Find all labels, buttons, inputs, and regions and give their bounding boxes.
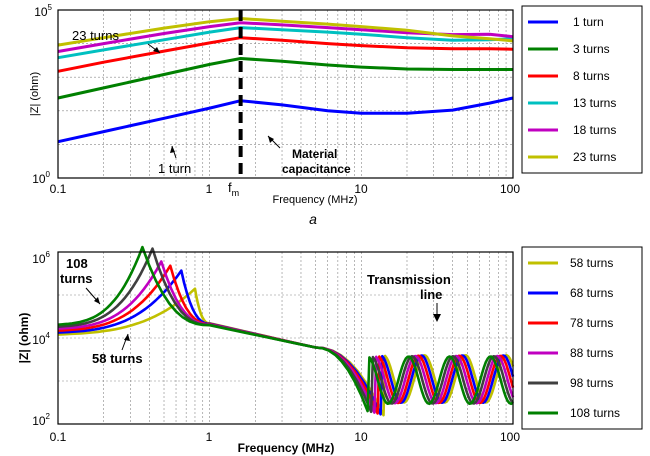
legend-label: 3 turns: [573, 42, 610, 56]
bottom-y-axis-label: |Z| (ohm): [17, 313, 31, 364]
series-line-18-turns: [57, 21, 514, 53]
arrowhead-58: [124, 334, 130, 341]
top-y-axis-label: |Z| (ohm): [29, 72, 41, 116]
legend-label: 98 turns: [570, 376, 613, 390]
top-x-tick-3: 100: [500, 182, 520, 196]
legend-label: 23 turns: [573, 150, 616, 164]
annotation-material: Material: [292, 147, 337, 161]
bottom-y-tick-max: 106: [32, 250, 50, 266]
top-legend: 1 turn 3 turns 8 turns 13 turns 18 turns 23 t…: [528, 15, 616, 164]
legend-label: 1 turn: [573, 15, 604, 29]
top-series: [57, 17, 514, 144]
bottom-chart: 106 104 102 0.1 1 10 100 Frequency (MHz)…: [17, 245, 643, 455]
bottom-x-tick-0: 0.1: [50, 430, 67, 444]
bottom-x-tick-1: 1: [206, 430, 213, 444]
bottom-legend-box: [521, 246, 643, 430]
series-line-98-turns: [57, 247, 515, 414]
fm-label: fm: [228, 180, 239, 198]
arrowhead-1-turn: [170, 146, 175, 153]
annotation-transmission: Transmission: [367, 272, 451, 287]
legend-label: 58 turns: [570, 256, 613, 270]
annotation-108: 108: [66, 256, 88, 271]
arrowhead-material: [268, 136, 274, 143]
annotation-1-turn: 1 turn: [158, 161, 191, 176]
arrowhead-23-turns: [153, 47, 160, 53]
bottom-plot-frame: [57, 251, 514, 425]
annotation-23-turns: 23 turns: [72, 28, 119, 43]
top-caption: a: [309, 211, 317, 227]
bottom-y-tick-min: 102: [32, 412, 50, 428]
top-y-tick-min: 100: [32, 170, 50, 186]
top-x-tick-0: 0.1: [50, 182, 67, 196]
bottom-y-tick-mid: 104: [32, 331, 50, 347]
arrowhead-108: [94, 297, 100, 304]
legend-label: 18 turns: [573, 123, 616, 137]
annotation-58-turns: 58 turns: [92, 351, 143, 366]
top-grid: [58, 10, 513, 178]
annotation-line: line: [420, 287, 442, 302]
top-chart: 105 100 0.1 1 10 100 Frequency (MHz) |Z|…: [29, 3, 643, 227]
series-line-13-turns: [57, 26, 514, 60]
series-line-23-turns: [57, 17, 514, 47]
annotation-108-turns: turns: [60, 271, 93, 286]
top-y-tick-max: 105: [34, 3, 52, 19]
legend-label: 78 turns: [570, 316, 613, 330]
legend-label: 8 turns: [573, 69, 610, 83]
bottom-x-tick-3: 100: [500, 430, 520, 444]
series-line-108-turns: [57, 245, 514, 413]
bottom-grid: [58, 252, 513, 424]
bottom-series: [57, 245, 515, 417]
annotation-capacitance: capacitance: [282, 162, 351, 176]
legend-label: 13 turns: [573, 96, 616, 110]
legend-label: 88 turns: [570, 346, 613, 360]
top-x-tick-1: 1: [206, 182, 213, 196]
top-x-tick-2: 10: [354, 182, 368, 196]
top-x-axis-label: Frequency (MHz): [273, 194, 358, 206]
bottom-x-axis-label: Frequency (MHz): [238, 441, 335, 455]
series-line-3-turns: [57, 57, 513, 100]
series-line-8-turns: [57, 36, 514, 73]
top-plot-frame: [57, 9, 514, 179]
legend-label: 68 turns: [570, 286, 613, 300]
bottom-x-tick-2: 10: [354, 430, 368, 444]
legend-label: 108 turns: [570, 406, 620, 420]
arrowhead-transmission: [433, 314, 441, 322]
series-line-1-turn: [57, 96, 514, 144]
bottom-legend: 58 turns 68 turns 78 turns 88 turns 98 turns…: [528, 256, 620, 420]
top-legend-box: [521, 5, 643, 174]
